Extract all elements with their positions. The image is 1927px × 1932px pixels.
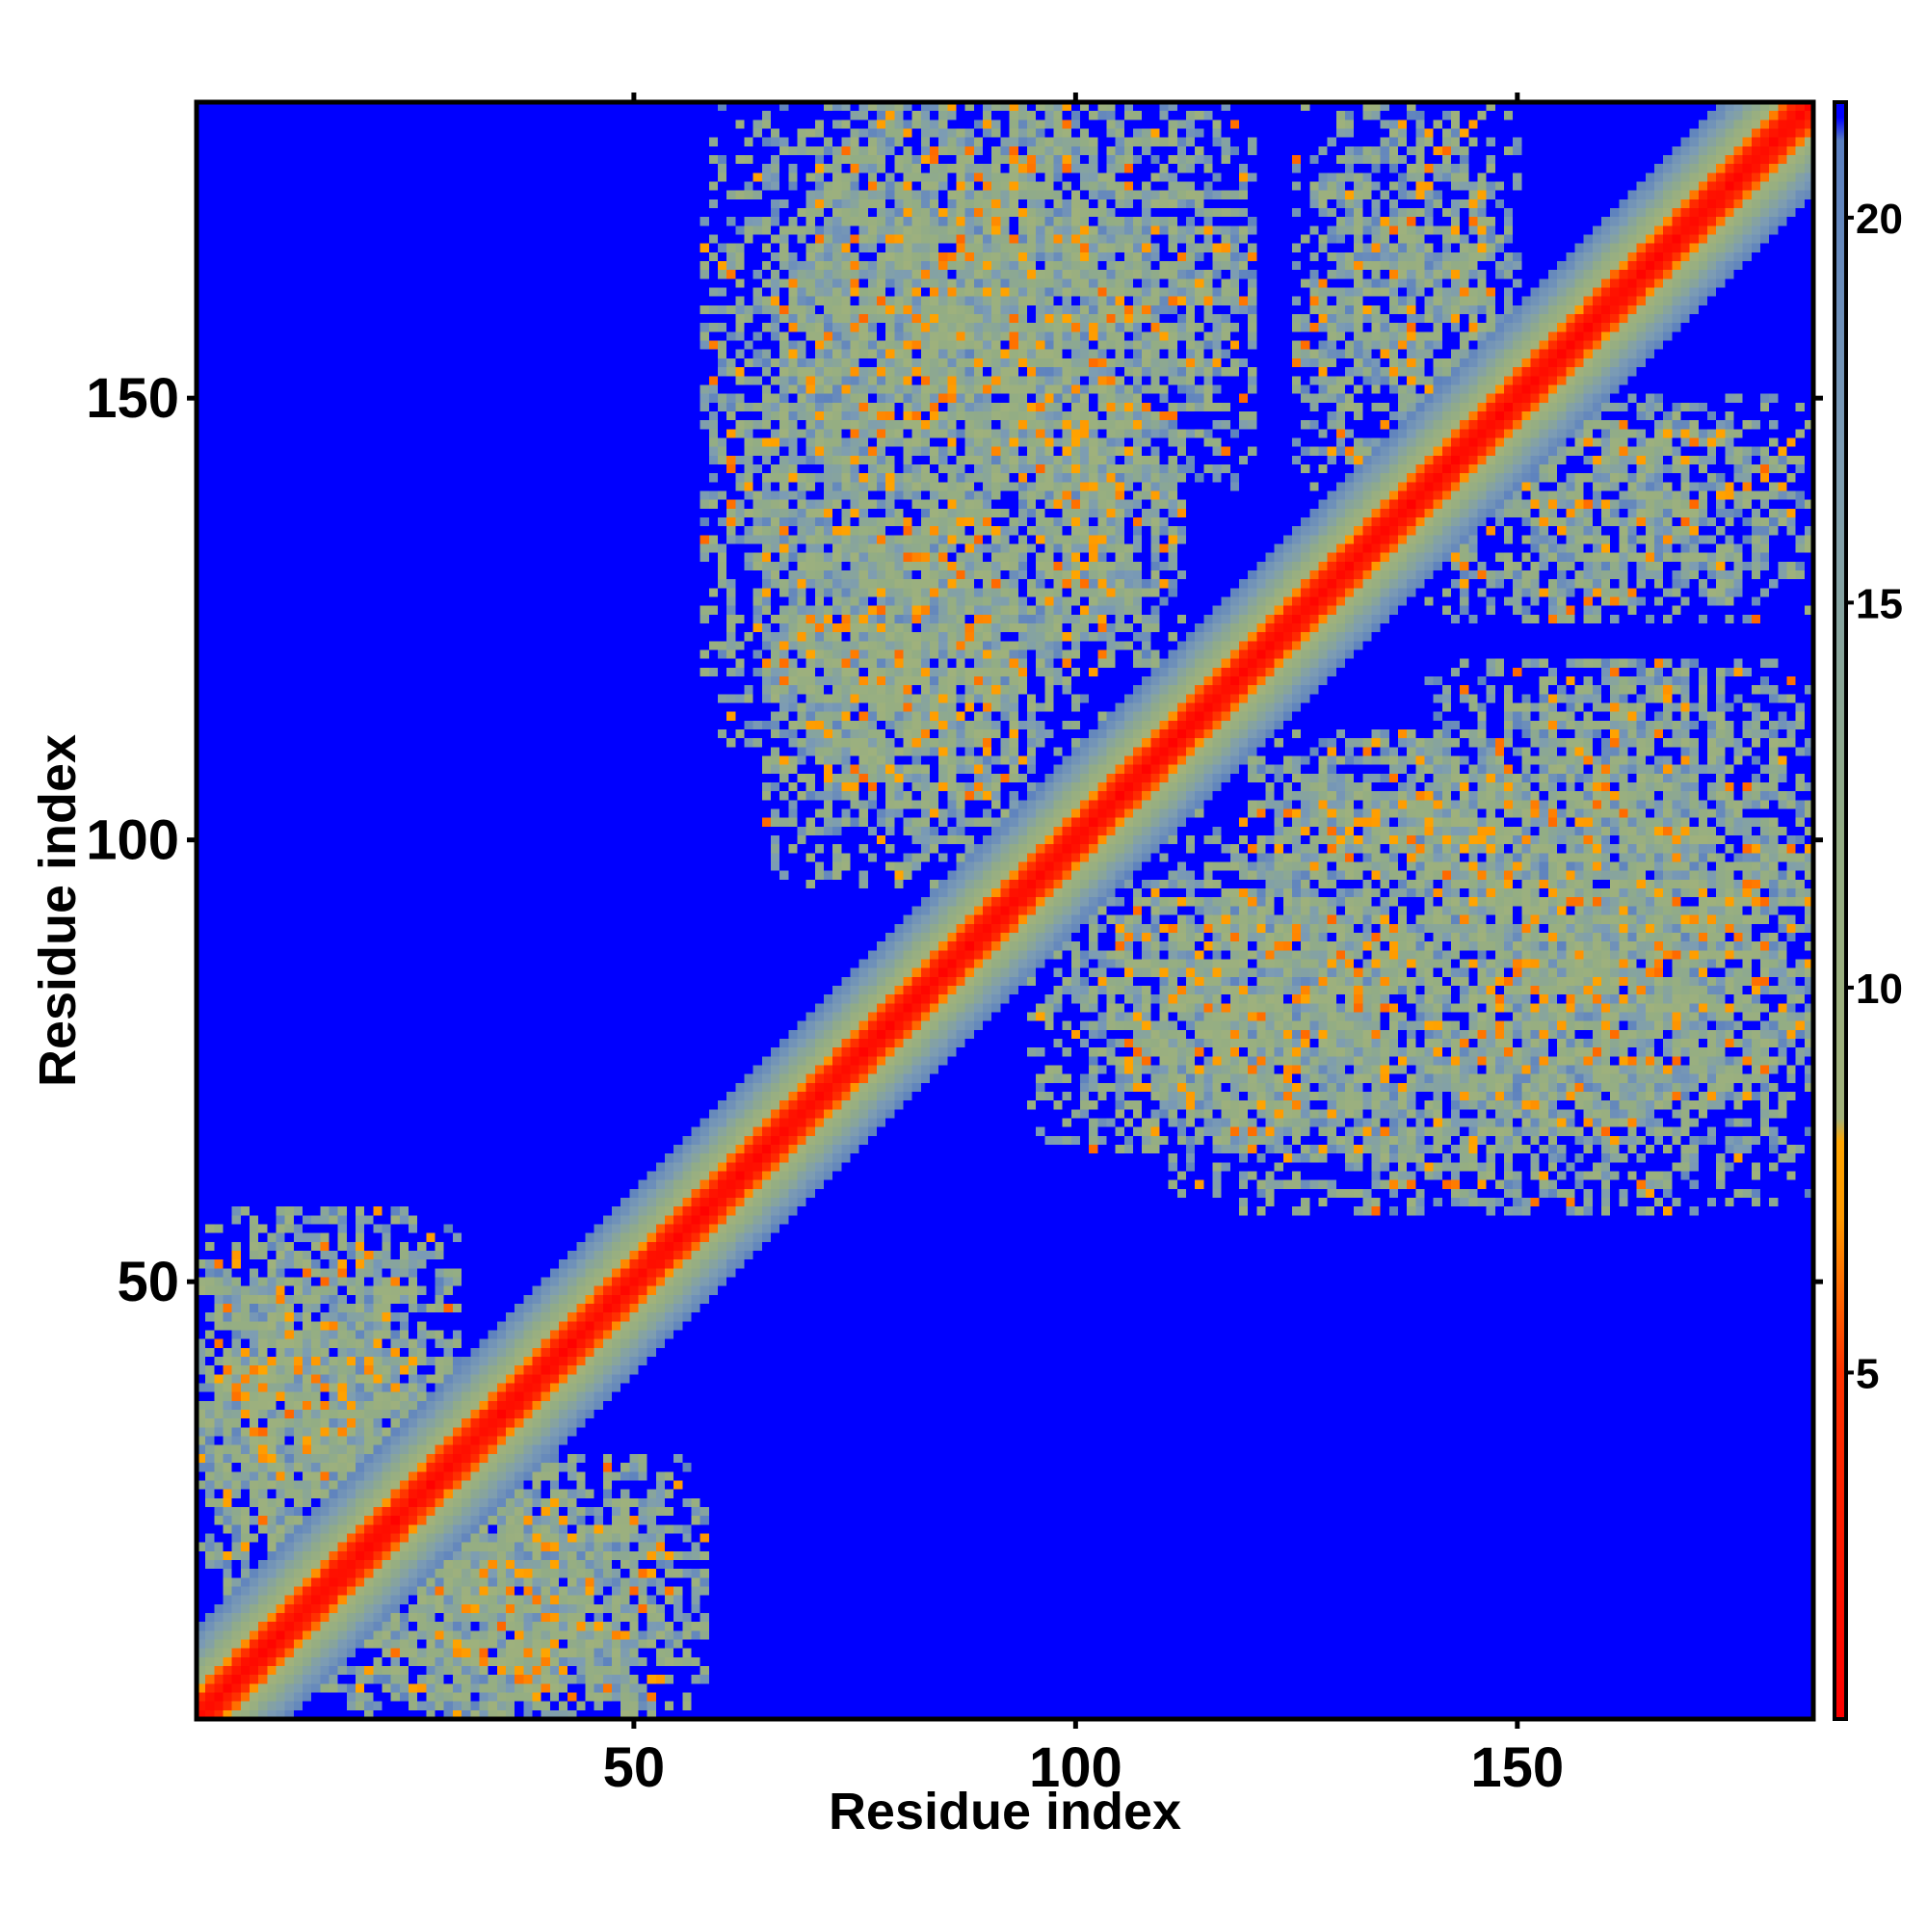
right-axis-ticks [1813,395,1823,1284]
x-axis: 50 100 150 [603,1719,1564,1799]
y-axis-title: Residue index [29,734,87,1087]
x-tick-label: 150 [1470,1736,1564,1799]
y-axis: 50 100 150 [86,367,197,1313]
x-tick-label: 50 [603,1736,666,1799]
colorbar-tick-label: 15 [1856,580,1903,627]
plot-frame [194,99,1816,1722]
heatmap-cells [197,102,1813,1719]
colorbar-ticks: 5 10 15 20 [1846,196,1903,1397]
x-axis-title: Residue index [829,1783,1181,1840]
colorbar-tick-label: 5 [1856,1350,1879,1397]
y-tick-label: 50 [117,1251,179,1313]
colorbar: 5 10 15 20 [1833,100,1903,1721]
y-tick-label: 150 [86,367,179,430]
colorbar-tick-label: 10 [1856,966,1903,1013]
colorbar-gradient [1833,100,1848,1721]
x-tick-label: 100 [1029,1736,1122,1799]
y-tick-label: 100 [86,809,179,872]
colorbar-tick-label: 20 [1856,196,1903,243]
top-axis-ticks [631,93,1520,102]
